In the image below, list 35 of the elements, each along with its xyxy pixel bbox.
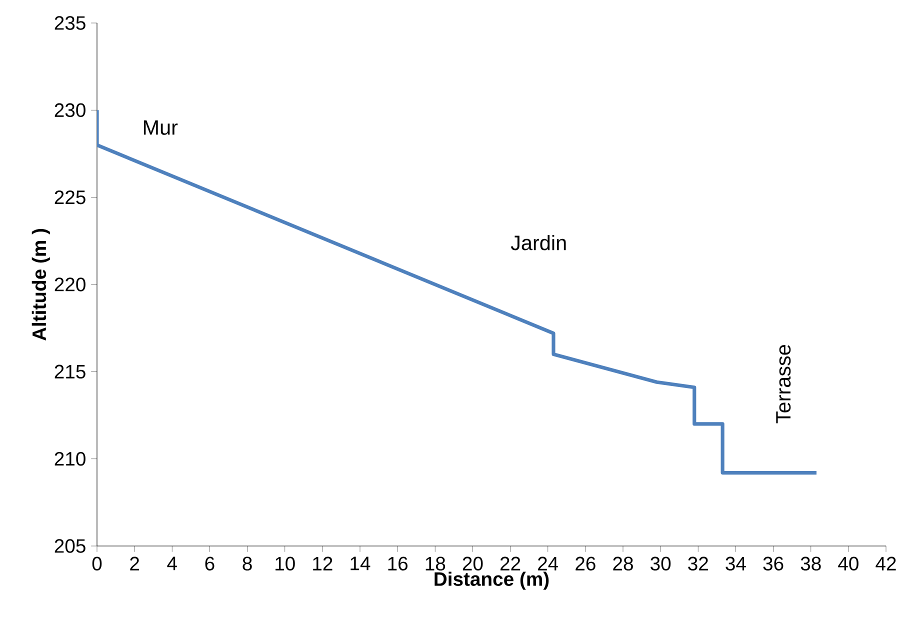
x-tick-label: 34 [726, 556, 746, 571]
y-tick-label: 215 [54, 364, 86, 379]
line-series [97, 108, 818, 475]
x-tick-label: 16 [388, 556, 408, 571]
x-tick-label: 20 [462, 556, 483, 571]
x-tick-label: 32 [688, 556, 708, 571]
x-tick-label: 22 [500, 556, 520, 570]
x-tick-label: 0 [92, 556, 102, 571]
x-tick-label: 42 [876, 556, 896, 570]
x-tick-label: 8 [242, 556, 252, 571]
x-tick-label: 24 [538, 556, 558, 570]
annotation: Mur [144, 120, 178, 135]
y-tick-label: 205 [54, 539, 86, 553]
x-tick-label: 4 [167, 556, 177, 570]
x-tick-label: 18 [426, 556, 446, 571]
y-axis-title: Altitude (m ) [32, 228, 50, 341]
x-tick-label: 14 [350, 556, 370, 570]
x-tick-label: 6 [205, 556, 214, 571]
x-tick-label: 30 [650, 556, 671, 571]
x-tick-label: 38 [800, 556, 821, 571]
y-tick-label: 210 [54, 452, 86, 466]
annotation: Jardin [510, 235, 566, 250]
annotation: Terrasse [776, 344, 791, 424]
x-tick-label: 28 [613, 556, 633, 571]
x-tick-label: 12 [313, 556, 332, 570]
y-tick-label: 225 [54, 190, 86, 204]
y-tick-label: 230 [54, 103, 86, 118]
x-tick-label: 36 [763, 556, 784, 571]
x-tick-label: 2 [130, 556, 139, 570]
x-axis-title: Distance (m) [434, 572, 549, 590]
x-tick-label: 40 [838, 556, 858, 571]
x-tick-label: 10 [276, 556, 295, 571]
x-tick-label: 26 [576, 556, 596, 571]
y-tick-label: 220 [54, 278, 86, 292]
y-tick-label: 235 [54, 16, 86, 30]
